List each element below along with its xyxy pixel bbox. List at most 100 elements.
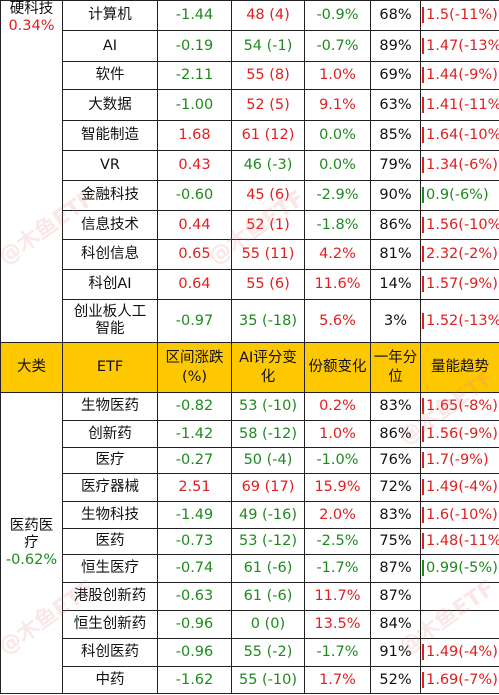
one-year-pct-cell: 83% (370, 501, 421, 529)
volume-trend-cell: 1.47(-13%) (420, 30, 499, 62)
range-change-cell: 0.64 (157, 269, 232, 300)
volume-ratio-pct: (-10%) (458, 127, 498, 143)
volume-ratio-pct: (-5%) (458, 560, 498, 576)
volume-ratio-value: 1.56 (426, 216, 459, 233)
volume-ratio-pct: (-4%) (458, 644, 498, 660)
volume-ratio-pct: (-11%) (458, 96, 498, 113)
ai-score-cell: 54 (-1) (231, 30, 305, 62)
ai-score-cell: 49 (-16) (231, 501, 305, 529)
ai-score-value: 53 (238, 533, 258, 549)
ai-score-delta: (-6) (266, 560, 293, 576)
volume-trend-cell: 1.44(-9%) (420, 61, 499, 90)
ai-score-cell: 35 (-18) (231, 299, 305, 343)
volume-trend-bar (422, 644, 424, 660)
ai-score-value: 61 (241, 127, 261, 143)
ai-score-value: 55 (238, 671, 258, 688)
etf-name-cell: 智能制造 (62, 120, 158, 151)
table-row: 医药医疗 -0.62% 生物医药 -0.82 53 (-10) 0.2% 83% 1.65(-… (0, 392, 499, 694)
range-change-cell: -0.82 (157, 392, 232, 421)
ai-score-cell: 50 (-4) (231, 447, 305, 474)
volume-trend-cell: 1.56(-9%) (420, 420, 499, 448)
ai-score-cell: 53 (-10) (231, 392, 305, 421)
etf-name-cell: 科创AI (62, 269, 158, 300)
share-change-cell: 4.2% (304, 239, 371, 270)
ai-score-value: 48 (246, 7, 265, 23)
volume-trend-cell: 0.99(-5%) (420, 554, 499, 583)
etf-name-cell: 金融科技 (62, 180, 158, 211)
one-year-pct-cell: 83% (370, 392, 421, 421)
etf-name-cell: 大数据 (62, 89, 158, 121)
ai-score-value: 54 (243, 37, 263, 54)
volume-ratio-value: 1.34 (426, 157, 459, 173)
volume-trend-bar (422, 96, 424, 113)
share-change-cell: 1.0% (304, 61, 371, 90)
volume-ratio-value: 1.6 (426, 506, 450, 523)
volume-trend-cell: 1.64(-10%) (420, 120, 499, 151)
one-year-pct-cell: 91% (370, 638, 421, 667)
volume-trend-bar (422, 67, 424, 83)
volume-trend-bar (422, 479, 424, 495)
volume-trend-cell: 0.9(-6%) (420, 180, 499, 211)
header-etf: ETF (62, 342, 158, 393)
share-change-cell: -2.5% (304, 528, 371, 555)
table-row: 科创AI 0.64 55 (6) 11.6% 14% 1.57(-9%) (1, 269, 499, 300)
volume-ratio-pct: (-11%) (458, 533, 498, 549)
volume-ratio-value: 1.44 (426, 67, 459, 83)
range-change-cell: 0.43 (157, 150, 232, 181)
etf-name-cell: 恒生创新药 (62, 610, 158, 639)
range-change-cell: -0.19 (157, 30, 232, 62)
etf-name-cell: 生物科技 (62, 501, 158, 529)
header-row-section: 大类 ETF 区间涨跌(%) AI评分变化 份额变化 一年分位 量能趋势 (0, 342, 499, 393)
ai-score-cell: 55 (6) (231, 269, 305, 300)
ai-score-value: 69 (241, 479, 261, 495)
volume-trend-bar (422, 533, 424, 549)
hardtech-category-name: 硬科技 (9, 1, 54, 18)
volume-trend-bar (422, 616, 424, 632)
range-change-cell: 0.44 (157, 210, 232, 240)
header-range-change: 区间涨跌(%) (157, 342, 232, 393)
volume-trend-bar (422, 671, 424, 688)
share-change-cell: 0.0% (304, 120, 371, 151)
ai-score-delta: (-1) (266, 37, 293, 54)
volume-trend-bar (422, 398, 424, 414)
pharma-category-cell: 医药医疗 -0.62% (0, 392, 63, 694)
share-change-cell: -1.0% (304, 447, 371, 474)
ai-score-delta: (6) (269, 276, 290, 292)
ai-score-cell: 55 (8) (231, 61, 305, 90)
share-change-cell: 0.2% (304, 392, 371, 421)
pharma-category-name: 医药医疗 (9, 517, 54, 551)
volume-trend-bar (422, 7, 424, 23)
share-change-cell: 11.7% (304, 582, 371, 611)
share-change-cell: -1.7% (304, 638, 371, 667)
volume-ratio-pct: (-6%) (458, 157, 498, 173)
one-year-pct-cell: 75% (370, 528, 421, 555)
ai-score-delta: (-12) (262, 425, 298, 442)
volume-ratio-value: 1.57 (426, 276, 459, 292)
volume-ratio-pct: (-9%) (458, 276, 498, 292)
one-year-pct-cell: 90% (370, 180, 421, 211)
one-year-pct-cell: 69% (370, 61, 421, 90)
share-change-cell: -0.9% (304, 0, 371, 31)
one-year-pct-cell: 63% (370, 89, 421, 121)
etf-name-cell: 医药 (62, 528, 158, 555)
volume-ratio-pct: (-10%) (449, 506, 498, 523)
one-year-pct-cell: 81% (370, 239, 421, 270)
volume-ratio-value: 1.7 (426, 452, 450, 468)
volume-ratio-value: 1.49 (426, 479, 459, 495)
ai-score-delta: (5) (269, 96, 290, 113)
ai-score-delta: (-16) (262, 506, 298, 523)
etf-name-cell: 医疗 (62, 447, 158, 474)
volume-ratio-pct: (-9%) (458, 425, 498, 442)
range-change-cell: -0.74 (157, 554, 232, 583)
etf-name-cell: 科创医药 (62, 638, 158, 667)
volume-ratio-pct: (-7%) (458, 671, 498, 688)
ai-score-cell: 48 (4) (231, 0, 305, 31)
ai-score-value: 53 (238, 398, 258, 414)
range-change-cell: -1.49 (157, 501, 232, 529)
header-category: 大类 (0, 342, 63, 393)
range-change-cell: -0.60 (157, 180, 232, 211)
table-row: 硬科技 0.34% 计算机 -1.44 48 (4) -0.9% 68% 1.5(-11%) (0, 0, 499, 343)
volume-ratio-pct: (-10%) (458, 216, 498, 233)
